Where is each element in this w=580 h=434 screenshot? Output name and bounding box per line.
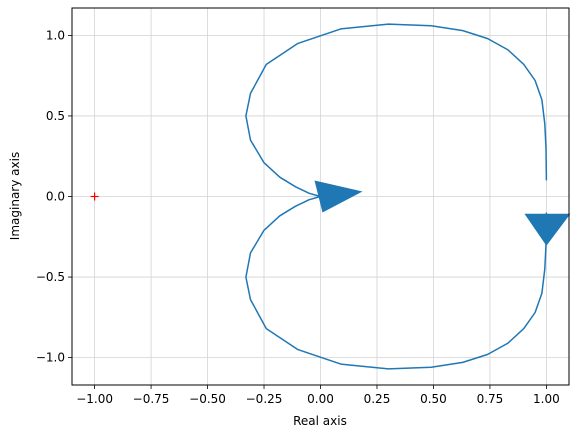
- x-tick-label: −0.50: [189, 392, 226, 406]
- x-tick-label: −0.75: [133, 392, 170, 406]
- nyquist-curve-1: [245, 195, 548, 370]
- x-tick-label: −1.00: [76, 392, 113, 406]
- direction-arrow: [314, 180, 363, 213]
- x-tick-label: 0.00: [307, 392, 334, 406]
- x-tick-label: 1.00: [533, 392, 560, 406]
- x-axis-ticks: −1.00 −0.75 −0.50 −0.25 0.00 0.25 0.50 0.75 1.00: [76, 385, 560, 406]
- y-tick-label: −0.5: [36, 270, 65, 284]
- x-tick-label: 0.25: [364, 392, 391, 406]
- x-axis-label: Real axis: [293, 414, 347, 428]
- x-tick-label: −0.25: [246, 392, 283, 406]
- y-axis-label: Imaginary axis: [8, 152, 22, 240]
- y-tick-label: −1.0: [36, 351, 65, 365]
- nyquist-curve-0: [245, 23, 548, 198]
- x-tick-label: 0.50: [420, 392, 447, 406]
- direction-arrows: [314, 180, 571, 246]
- y-tick-label: 0.0: [46, 190, 65, 204]
- y-tick-label: 0.5: [46, 109, 65, 123]
- x-tick-label: 0.75: [477, 392, 504, 406]
- critical-point: [90, 192, 99, 201]
- curve-series: [245, 23, 548, 370]
- y-axis-ticks: −1.0 −0.5 0.0 0.5 1.0: [36, 28, 72, 365]
- direction-arrow: [524, 213, 571, 246]
- y-tick-label: 1.0: [46, 28, 65, 42]
